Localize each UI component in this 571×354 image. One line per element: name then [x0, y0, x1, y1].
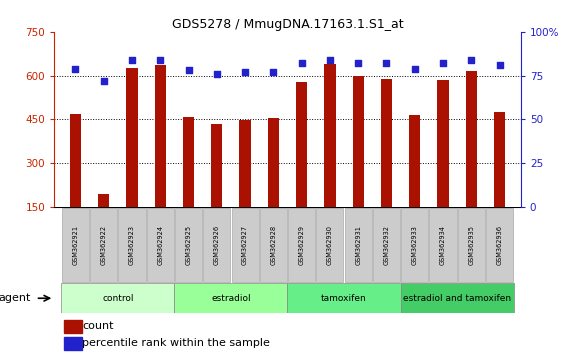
Point [240, 69, 250, 75]
Bar [98, 194, 110, 207]
Bar [401, 283, 514, 313]
Text: GSM362928: GSM362928 [270, 225, 276, 265]
Point [71, 66, 80, 72]
Bar [174, 283, 288, 313]
Point [410, 66, 419, 72]
Bar [373, 208, 400, 282]
Bar [458, 208, 485, 282]
Point [212, 71, 222, 77]
Bar [352, 76, 364, 207]
Bar [126, 68, 138, 207]
Bar [61, 283, 174, 313]
Bar [316, 208, 344, 282]
Text: GSM362926: GSM362926 [214, 225, 220, 265]
Text: GSM362923: GSM362923 [129, 225, 135, 265]
Text: GSM362931: GSM362931 [355, 225, 361, 265]
Text: GSM362933: GSM362933 [412, 225, 418, 265]
Bar [429, 208, 457, 282]
Bar [381, 79, 392, 207]
Text: estradiol: estradiol [211, 294, 251, 303]
Bar [324, 64, 336, 207]
Point [269, 69, 278, 75]
Text: estradiol and tamoxifen: estradiol and tamoxifen [403, 294, 511, 303]
Text: GSM362932: GSM362932 [384, 225, 389, 265]
Bar [155, 65, 166, 207]
Point [297, 61, 306, 66]
Bar [63, 337, 82, 350]
Bar [211, 124, 223, 207]
Point [353, 61, 363, 66]
Text: count: count [82, 321, 114, 331]
Bar [239, 120, 251, 207]
Bar [90, 208, 117, 282]
Point [127, 57, 136, 63]
Bar [437, 80, 449, 207]
Bar [345, 208, 372, 282]
Text: percentile rank within the sample: percentile rank within the sample [82, 338, 270, 348]
Bar [409, 115, 420, 207]
Bar [70, 114, 81, 207]
Bar [465, 71, 477, 207]
Bar [296, 81, 307, 207]
Bar [62, 208, 89, 282]
Bar [260, 208, 287, 282]
Point [495, 62, 504, 68]
Text: tamoxifen: tamoxifen [321, 294, 367, 303]
Title: GDS5278 / MmugDNA.17163.1.S1_at: GDS5278 / MmugDNA.17163.1.S1_at [172, 18, 403, 31]
Text: GSM362934: GSM362934 [440, 225, 446, 265]
Text: GSM362936: GSM362936 [497, 225, 502, 265]
Bar [118, 208, 146, 282]
Bar [401, 208, 428, 282]
Text: GSM362935: GSM362935 [468, 225, 475, 265]
Text: GSM362922: GSM362922 [100, 225, 107, 265]
Bar [486, 208, 513, 282]
Text: GSM362929: GSM362929 [299, 225, 305, 265]
Text: control: control [102, 294, 134, 303]
Bar [288, 208, 315, 282]
Point [325, 57, 335, 63]
Text: GSM362925: GSM362925 [186, 225, 191, 265]
Bar [63, 320, 82, 333]
Bar [175, 208, 202, 282]
Text: GSM362927: GSM362927 [242, 225, 248, 265]
Point [467, 57, 476, 63]
Point [439, 61, 448, 66]
Bar [494, 112, 505, 207]
Point [382, 61, 391, 66]
Bar [231, 208, 259, 282]
Text: GSM362921: GSM362921 [73, 225, 78, 265]
Text: GSM362924: GSM362924 [157, 225, 163, 265]
Point [184, 68, 193, 73]
Bar [288, 283, 401, 313]
Point [156, 57, 165, 63]
Bar [147, 208, 174, 282]
Text: GSM362930: GSM362930 [327, 225, 333, 265]
Bar [268, 118, 279, 207]
Point [99, 78, 108, 84]
Text: agent: agent [0, 293, 31, 303]
Bar [183, 116, 194, 207]
Bar [203, 208, 230, 282]
